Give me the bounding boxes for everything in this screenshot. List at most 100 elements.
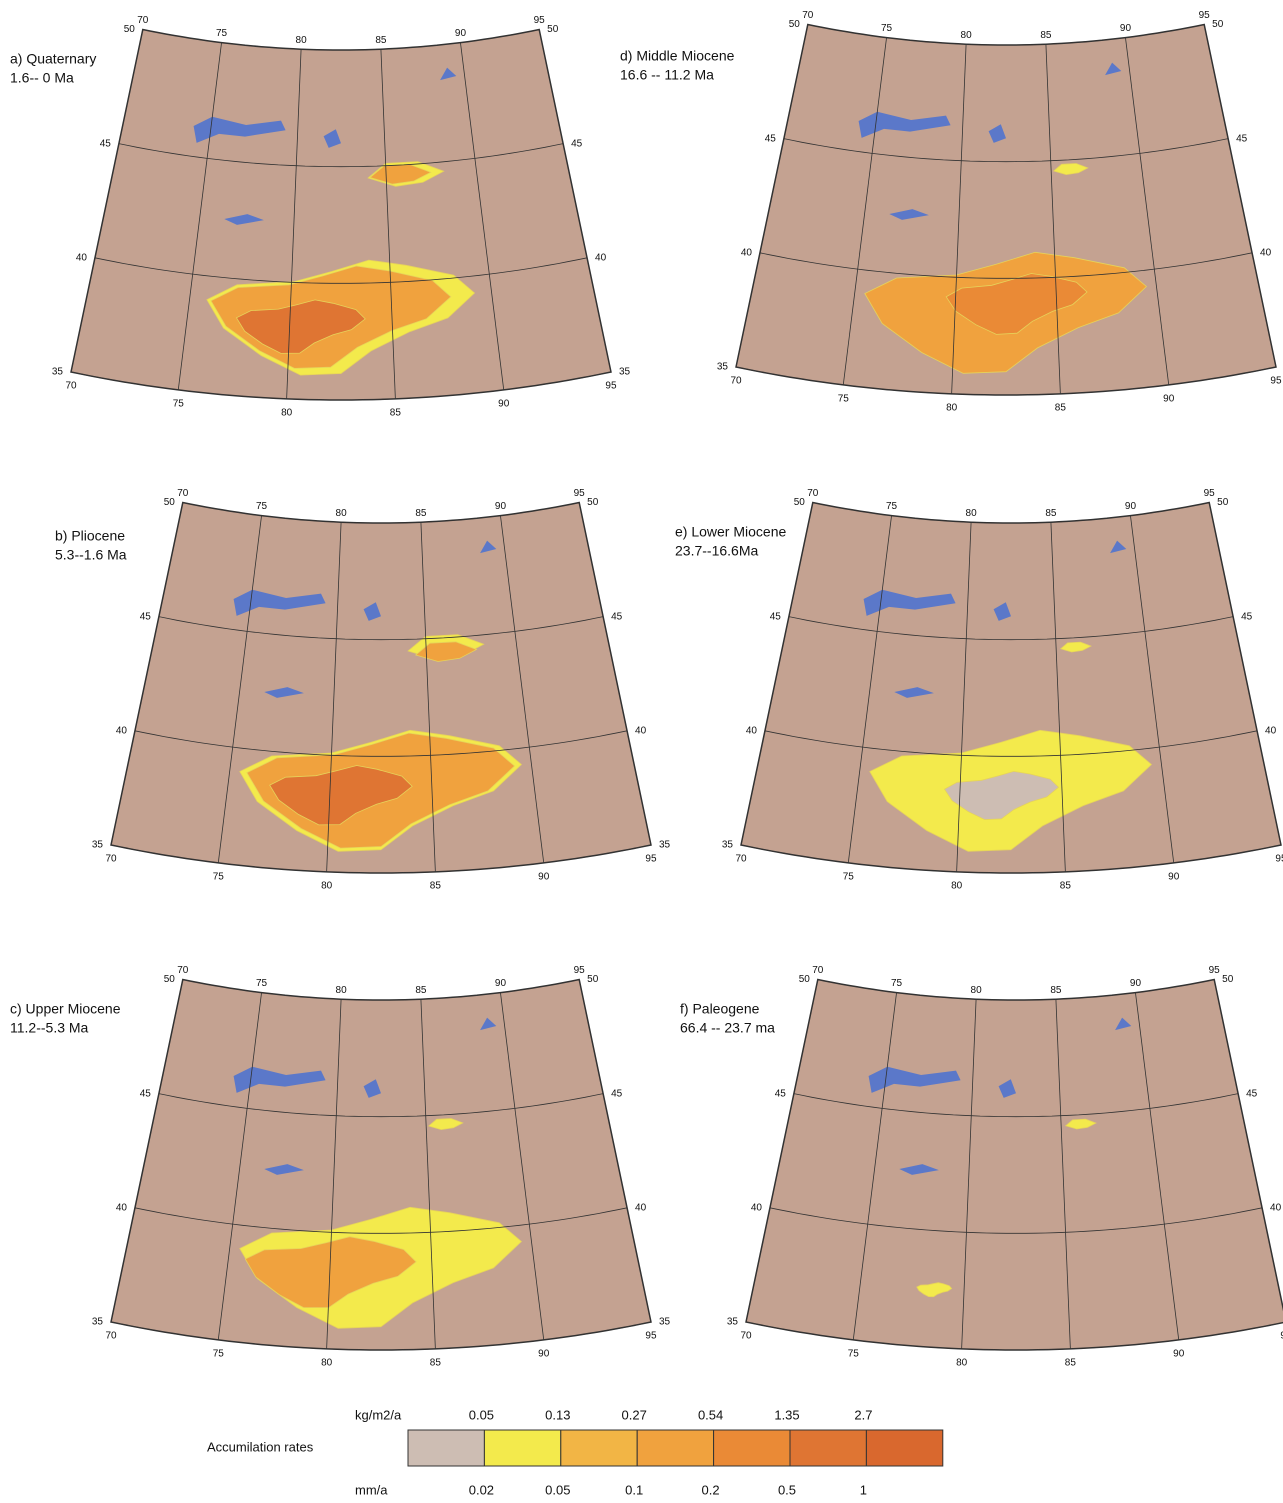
- lake: [998, 1079, 1016, 1098]
- accumulation-area: [244, 1236, 417, 1309]
- meridian: [1130, 515, 1175, 863]
- lon-label: 70: [807, 488, 819, 499]
- legend-bottom-value: 0.02: [469, 1482, 494, 1497]
- legend-swatch: [789, 1429, 867, 1467]
- lon-label: 70: [740, 1331, 752, 1342]
- lat-label: 50: [547, 24, 559, 35]
- lat-label: 45: [140, 611, 152, 622]
- lon-label: 90: [1120, 23, 1132, 34]
- lon-label: 80: [956, 1358, 968, 1369]
- meridian: [217, 992, 262, 1340]
- parallel: [764, 730, 1258, 757]
- lake: [858, 111, 951, 138]
- lat-label: 45: [100, 138, 112, 149]
- parallel: [182, 502, 580, 524]
- meridian: [852, 992, 897, 1340]
- lon-label: 70: [65, 381, 77, 392]
- lon-label: 80: [321, 1358, 333, 1369]
- meridian: [70, 29, 144, 373]
- lon-label: 75: [886, 501, 898, 512]
- legend-top-value: 2.7: [854, 1407, 872, 1422]
- lon-label: 95: [1280, 1331, 1283, 1342]
- legend-bottom-value: 0.05: [545, 1482, 570, 1497]
- legend-bottom-unit: mm/a: [355, 1482, 388, 1497]
- panel-title: b) Pliocene: [55, 528, 125, 544]
- lake: [440, 67, 457, 81]
- lon-label: 70: [802, 10, 814, 21]
- lat-label: 40: [741, 247, 753, 258]
- lon-label: 75: [213, 1349, 225, 1360]
- lon-label: 80: [971, 985, 983, 996]
- lake: [233, 1066, 326, 1093]
- lon-label: 90: [1163, 394, 1175, 405]
- lat-label: 40: [116, 725, 128, 736]
- legend-swatch: [636, 1429, 715, 1467]
- lon-label: 85: [1060, 881, 1072, 892]
- parallel: [817, 979, 1215, 1001]
- meridian: [500, 515, 545, 863]
- meridian: [956, 522, 972, 872]
- lat-label: 35: [659, 1317, 671, 1328]
- parallel: [745, 1321, 1283, 1351]
- parallel: [158, 1093, 604, 1118]
- lake: [480, 540, 497, 554]
- lat-label: 50: [799, 974, 811, 985]
- meridian: [460, 42, 505, 390]
- panel-title: d) Middle Miocene: [620, 48, 735, 64]
- lon-label: 95: [574, 488, 586, 499]
- lon-label: 75: [891, 978, 903, 989]
- parallel: [793, 1093, 1239, 1118]
- lon-label: 70: [105, 1331, 117, 1342]
- lat-label: 35: [717, 362, 729, 373]
- meridian: [951, 44, 967, 394]
- legend-top-unit: kg/m2/a: [355, 1407, 402, 1422]
- lat-label: 40: [1265, 725, 1277, 736]
- lat-label: 50: [1212, 19, 1224, 30]
- lake: [1115, 1017, 1132, 1031]
- lon-label: 80: [966, 508, 978, 519]
- lon-label: 85: [1055, 403, 1067, 414]
- lon-label: 80: [946, 403, 958, 414]
- lat-label: 45: [775, 1088, 787, 1099]
- parallel: [110, 1321, 652, 1351]
- lon-label: 75: [213, 872, 225, 883]
- panel-age: 1.6-- 0 Ma: [10, 70, 74, 86]
- accumulation-area: [916, 1282, 953, 1298]
- meridian: [1125, 37, 1170, 385]
- parallel: [134, 1207, 628, 1234]
- meridian: [1055, 999, 1071, 1349]
- accumulation-area: [1064, 1118, 1097, 1130]
- lon-label: 85: [415, 508, 427, 519]
- lon-label: 75: [216, 28, 228, 39]
- lon-label: 75: [848, 1349, 860, 1360]
- lake: [193, 116, 286, 143]
- parallel: [740, 844, 1282, 874]
- lon-label: 75: [173, 399, 185, 410]
- panel-age: 23.7--16.6Ma: [675, 543, 758, 559]
- legend-top-value: 0.54: [698, 1407, 723, 1422]
- lon-label: 75: [256, 978, 268, 989]
- lat-label: 35: [722, 840, 734, 851]
- lat-label: 35: [619, 367, 631, 378]
- lon-label: 85: [430, 881, 442, 892]
- parallel: [118, 143, 564, 168]
- panel-age: 11.2--5.3 Ma: [10, 1020, 89, 1036]
- meridian: [847, 515, 892, 863]
- lat-label: 50: [587, 974, 599, 985]
- lat-label: 45: [770, 611, 782, 622]
- parallel: [788, 616, 1234, 641]
- accumulation-area: [235, 299, 366, 354]
- lon-label: 85: [1040, 30, 1052, 41]
- lon-label: 90: [495, 978, 507, 989]
- meridian: [578, 502, 652, 846]
- lat-label: 45: [571, 138, 583, 149]
- legend-bottom-value: 0.2: [702, 1482, 720, 1497]
- lon-label: 95: [1204, 488, 1216, 499]
- legend-top-value: 0.27: [622, 1407, 647, 1422]
- meridian: [380, 49, 396, 399]
- parallel: [70, 371, 612, 401]
- lon-label: 80: [321, 881, 333, 892]
- meridian: [326, 522, 342, 872]
- lat-label: 50: [164, 974, 176, 985]
- parallel: [759, 252, 1253, 279]
